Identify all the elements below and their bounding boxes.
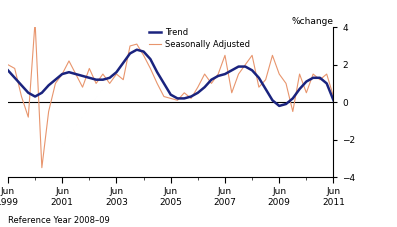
- Text: Reference Year 2008–09: Reference Year 2008–09: [8, 216, 110, 225]
- Text: %change: %change: [291, 17, 333, 26]
- Legend: Trend, Seasonally Adjusted: Trend, Seasonally Adjusted: [149, 28, 250, 49]
